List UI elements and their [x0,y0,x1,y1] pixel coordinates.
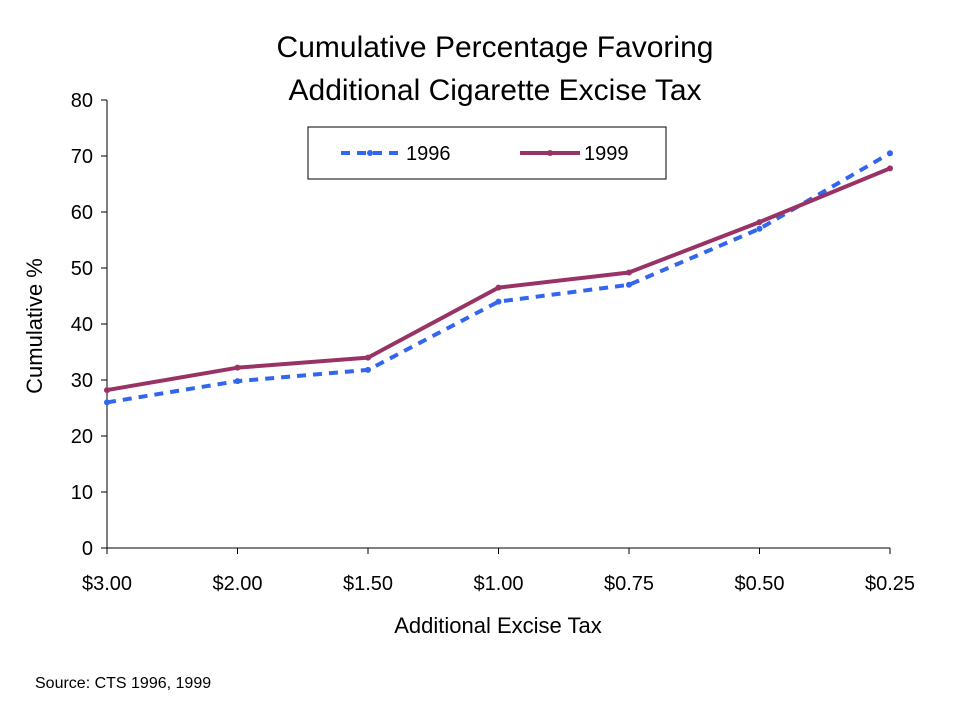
y-ticks: 0 10 20 30 40 50 60 70 80 [71,90,107,560]
source-note: Source: CTS 1996, 1999 [35,675,212,692]
y-axis-label: Cumulative % [22,258,47,394]
chart-title-line-2: Additional Cigarette Excise Tax [289,74,702,107]
series-line-1996 [106,151,892,405]
x-tick-label: $1.00 [473,573,523,595]
y-tick-label: 10 [71,482,93,504]
data-point-1996 [365,366,371,373]
data-point-1996 [626,281,632,288]
data-point-1999 [234,364,241,371]
x-tick-label: $0.25 [865,573,915,595]
x-tick-label: $3.00 [82,573,132,595]
data-point-1996 [756,225,763,232]
x-ticks: $3.00 $2.00 $1.50 $1.00 $0.75 $0.50 $0.25 [82,548,915,595]
legend-label-1996: 1996 [406,143,451,165]
legend: 1996 1999 [307,126,667,180]
y-tick-label: 70 [71,146,93,168]
x-tick-label: $2.00 [212,573,262,595]
data-point-1999 [887,165,893,172]
series-layer [104,150,893,406]
legend-marker-1999 [547,150,553,156]
data-point-1999 [626,269,632,276]
data-point-1999 [365,354,371,361]
y-tick-label: 60 [71,202,93,224]
data-point-1996 [495,298,502,305]
y-tick-label: 20 [71,426,93,448]
y-tick-label: 50 [71,258,93,280]
legend-marker-1996 [367,150,373,156]
y-tick-label: 0 [82,538,93,560]
series-line-1999 [106,166,891,393]
y-tick-label: 40 [71,314,93,336]
data-point-1999 [104,387,110,394]
data-point-1999 [756,219,763,226]
data-point-1996 [887,150,893,157]
y-tick-label: 80 [71,90,93,112]
x-tick-label: $0.75 [604,573,654,595]
legend-box [307,126,667,180]
x-tick-label: $0.50 [734,573,784,595]
y-tick-label: 30 [71,370,93,392]
chart-title: Cumulative Percentage Favoring Additiona… [277,31,714,107]
x-tick-label: $1.50 [343,573,393,595]
chart-title-line-1: Cumulative Percentage Favoring [277,31,714,64]
legend-label-1999: 1999 [584,143,629,165]
data-point-1996 [234,378,241,385]
data-point-1996 [104,399,110,406]
data-point-1999 [495,284,502,291]
x-axis-label: Additional Excise Tax [394,613,602,638]
